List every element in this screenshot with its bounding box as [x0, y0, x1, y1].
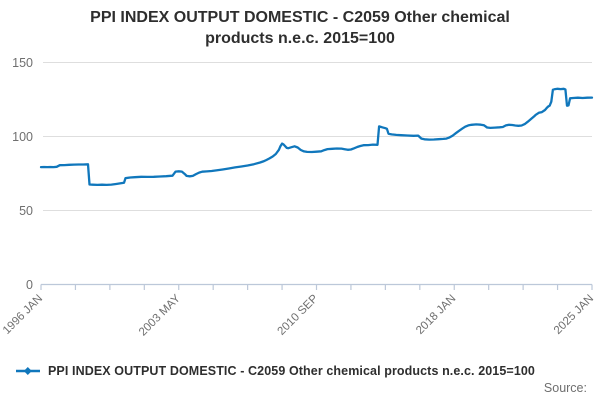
x-tick-label: 2018 JAN [414, 293, 458, 337]
y-tick-label: 100 [12, 130, 33, 144]
chart-legend: PPI INDEX OUTPUT DOMESTIC - C2059 Other … [0, 364, 600, 378]
legend-line-marker-icon [16, 367, 40, 376]
series-line-ppi-index [39, 87, 594, 187]
y-tick-label: 150 [12, 56, 33, 70]
source-caption: Source: [543, 381, 587, 396]
chart-title: PPI INDEX OUTPUT DOMESTIC - C2059 Other … [90, 9, 510, 48]
chart-plot-area: 0 50 100 150 1996 JAN 2003 MAY 2010 SEP 2018 JA… [1, 56, 596, 339]
y-tick-label: 50 [19, 204, 33, 218]
x-tick-label: 2010 SEP [276, 293, 321, 338]
x-tick-label: 2025 JAN [552, 293, 596, 337]
x-tick-label: 2003 MAY [137, 293, 183, 339]
y-tick-label: 0 [26, 278, 33, 292]
legend-series-label: PPI INDEX OUTPUT DOMESTIC - C2059 Other … [48, 364, 535, 379]
x-tick-label: 1996 JAN [1, 293, 45, 337]
